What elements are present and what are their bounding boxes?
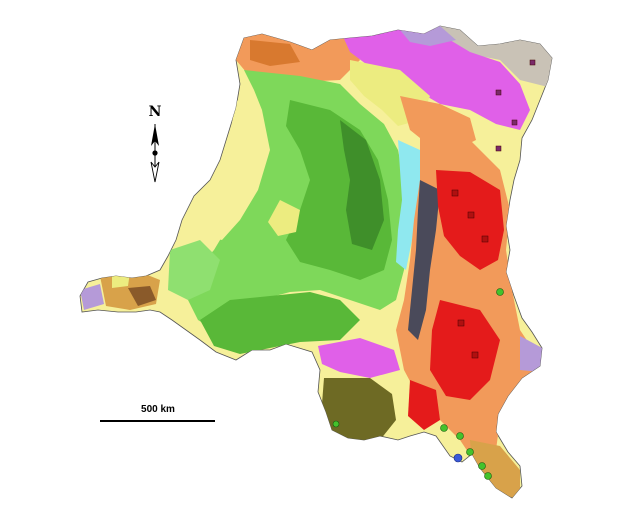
unit-south-olive	[322, 378, 396, 442]
unit-north-orange-2	[250, 40, 300, 66]
north-arrow-icon	[150, 124, 160, 183]
unit-red-south	[408, 380, 440, 430]
north-label: N	[148, 104, 162, 120]
unit-bright-green-west	[168, 240, 220, 300]
scale-label: 500 km	[141, 404, 175, 415]
unit-orange-belt	[400, 96, 476, 150]
unit-west-yellow	[112, 272, 130, 288]
unit-south-magenta	[318, 338, 400, 378]
unit-west-lavender	[80, 284, 104, 310]
unit-rift-slate	[408, 180, 440, 340]
unit-south-tan	[470, 440, 520, 498]
unit-red-southeast	[430, 300, 500, 400]
unit-green-south	[200, 292, 360, 354]
unit-yellow-west	[204, 100, 270, 240]
unit-cyan-strip	[396, 140, 424, 270]
unit-green-dark	[340, 120, 384, 250]
unit-west-brown	[128, 286, 156, 306]
unit-northeast-magenta	[340, 28, 530, 130]
mineral-occurrence-markers	[332, 59, 536, 480]
unit-yellow-lobe	[268, 200, 300, 236]
unit-southeast-lavender	[520, 336, 546, 372]
